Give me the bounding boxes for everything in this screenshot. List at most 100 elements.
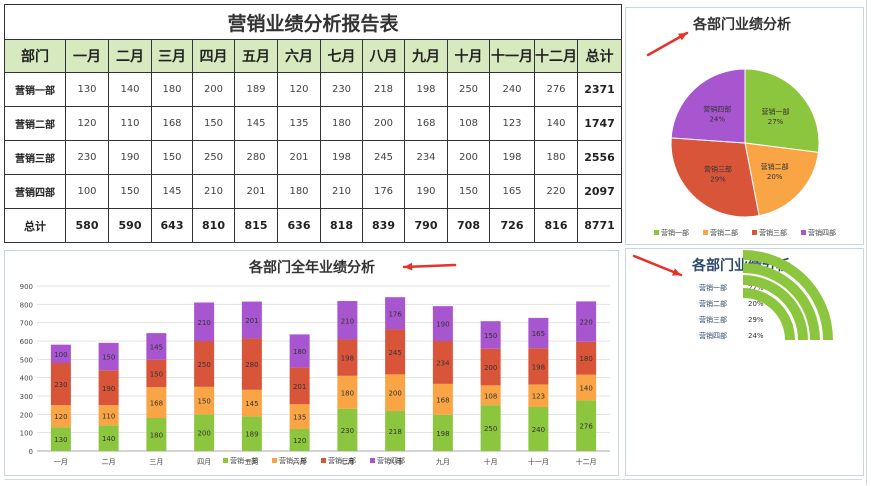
bar-segment bbox=[576, 341, 597, 375]
table-header-cell: 七月 bbox=[320, 39, 363, 73]
bar-segment bbox=[50, 344, 71, 363]
table-cell: 108 bbox=[447, 106, 490, 141]
table-cell: 210 bbox=[192, 174, 235, 209]
bar-data-label: 135 bbox=[293, 414, 306, 422]
bar-segment bbox=[98, 425, 119, 451]
radial-label: 营销二部 bbox=[699, 299, 727, 308]
bar-segment bbox=[480, 385, 501, 406]
table-cell: 200 bbox=[447, 140, 490, 175]
pie-slice bbox=[670, 137, 760, 218]
radial-value-label: 24% bbox=[748, 332, 764, 340]
pie-slice-label: 营销一部 bbox=[762, 107, 790, 116]
radial-bar bbox=[743, 275, 808, 340]
radial-chart-panel: 各部门业绩分析 营销一部 27% 营销二部 20% 营销三部 29% 营销四部 24% bbox=[625, 248, 864, 476]
bar-segment bbox=[576, 301, 597, 342]
radial-value-label: 27% bbox=[748, 284, 764, 292]
bar-data-label: 123 bbox=[532, 393, 545, 401]
table-cell: 250 bbox=[447, 72, 490, 107]
pie-slice-percent: 24% bbox=[709, 115, 725, 123]
bar-data-label: 140 bbox=[579, 385, 592, 393]
bar-data-label: 280 bbox=[245, 361, 258, 369]
table-row: 营销一部 130 140 180 200 189 120 230 218 198 250 240 276… bbox=[4, 72, 623, 107]
table-cell: 230 bbox=[65, 140, 109, 175]
bar-segment bbox=[432, 414, 453, 451]
row-dept-name: 营销二部 bbox=[4, 106, 66, 141]
table-cell: 198 bbox=[404, 72, 448, 107]
legend-swatch bbox=[801, 230, 806, 235]
bar-data-label: 180 bbox=[579, 355, 592, 363]
bar-segment bbox=[146, 387, 167, 418]
table-cell: 145 bbox=[234, 106, 278, 141]
table-cell: 168 bbox=[404, 106, 448, 141]
table-cell: 123 bbox=[489, 106, 535, 141]
totals-cell: 726 bbox=[489, 208, 535, 243]
table-cell: 210 bbox=[320, 174, 363, 209]
bar-segment bbox=[337, 375, 358, 409]
table-cell: 220 bbox=[534, 174, 578, 209]
x-tick-label: 三月 bbox=[149, 458, 163, 466]
bar-data-label: 200 bbox=[197, 430, 210, 438]
x-tick-label: 七月 bbox=[340, 457, 354, 466]
row-total-cell: 2556 bbox=[576, 140, 623, 175]
bar-segment bbox=[337, 339, 358, 376]
totals-cell: 790 bbox=[404, 208, 448, 243]
y-tick-label: 300 bbox=[20, 393, 33, 401]
table-header-cell: 八月 bbox=[362, 39, 405, 73]
bar-data-label: 210 bbox=[341, 317, 354, 325]
radial-label: 营销四部 bbox=[699, 331, 727, 340]
bar-data-label: 220 bbox=[579, 319, 592, 327]
radial-bar bbox=[743, 288, 795, 340]
table-cell: 150 bbox=[192, 106, 235, 141]
bar-segment bbox=[432, 306, 453, 341]
bar-data-label: 240 bbox=[532, 426, 545, 434]
bar-data-label: 168 bbox=[436, 396, 449, 404]
table-cell: 240 bbox=[489, 72, 535, 107]
table-cell: 150 bbox=[151, 140, 193, 175]
bar-segment bbox=[50, 427, 71, 451]
bar-segment bbox=[385, 374, 406, 412]
legend-label: 营销一部 bbox=[230, 456, 258, 465]
y-tick-label: 0 bbox=[29, 448, 33, 456]
radial-value-label: 29% bbox=[748, 316, 764, 324]
bar-data-label: 198 bbox=[532, 363, 545, 371]
y-tick-label: 600 bbox=[20, 338, 33, 346]
bar-segment bbox=[194, 386, 215, 415]
bar-data-label: 150 bbox=[150, 370, 163, 378]
pie-chart-panel: 各部门业绩分析 营销一部 27% 营销二部 20% 营销三部 29% 营销四部 24% 营销一部… bbox=[625, 7, 864, 245]
bar-segment bbox=[432, 383, 453, 415]
totals-row: 总计 580 590 643 810 815 636 818 839 790 708 726 816 87… bbox=[4, 208, 623, 243]
legend-label: 营销三部 bbox=[759, 228, 787, 237]
bar-data-label: 100 bbox=[54, 351, 67, 359]
report-table: 营销业绩分析报告表 部门 一月 二月 三月 四月 五月 六月 七月 八月 九月 十月 十一月 十二月 总计… bbox=[3, 4, 623, 243]
table-cell: 200 bbox=[192, 72, 235, 107]
bar-data-label: 176 bbox=[388, 310, 402, 318]
radial-label: 营销三部 bbox=[699, 315, 727, 324]
legend-swatch bbox=[370, 458, 375, 463]
bar-data-label: 230 bbox=[341, 427, 354, 435]
x-tick-label: 五月 bbox=[245, 458, 259, 466]
table-header-cell: 十二月 bbox=[534, 39, 578, 73]
row-total-cell: 2371 bbox=[576, 72, 623, 107]
bar-segment bbox=[241, 416, 262, 451]
bar-data-label: 276 bbox=[579, 423, 593, 431]
bar-data-label: 180 bbox=[150, 432, 163, 440]
bar-chart: 0 100 200 300 400 500 600 700 800 900 130 120 230 100… bbox=[20, 283, 610, 466]
bar-data-label: 108 bbox=[484, 392, 497, 400]
pie-slice-percent: 20% bbox=[767, 173, 783, 181]
bar-segment bbox=[241, 301, 262, 339]
bar-segment bbox=[528, 317, 549, 349]
y-tick-label: 100 bbox=[20, 430, 33, 438]
totals-cell: 643 bbox=[151, 208, 193, 243]
bar-data-label: 190 bbox=[102, 385, 115, 393]
table-cell: 250 bbox=[192, 140, 235, 175]
bar-data-label: 180 bbox=[341, 389, 354, 397]
table-header-cell: 十一月 bbox=[489, 39, 535, 73]
y-tick-label: 700 bbox=[20, 320, 33, 328]
bar-segment bbox=[98, 342, 119, 371]
table-cell: 201 bbox=[234, 174, 278, 209]
radial-chart: 营销一部 27% 营销二部 20% 营销三部 29% 营销四部 24% bbox=[699, 250, 833, 340]
row-total-cell: 2097 bbox=[576, 174, 623, 209]
radial-label: 营销一部 bbox=[699, 283, 727, 292]
bar-segment bbox=[528, 348, 549, 385]
